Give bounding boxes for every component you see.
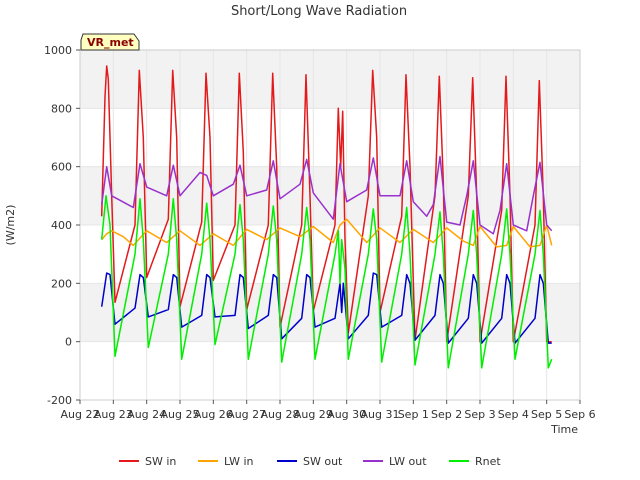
x-tick-label: Aug 25 bbox=[161, 408, 200, 421]
x-tick-label: Sep 3 bbox=[464, 408, 495, 421]
series-line-lw-out bbox=[100, 155, 553, 235]
chart-title: Short/Long Wave Radiation bbox=[231, 4, 407, 19]
x-tick-label: Aug 24 bbox=[127, 408, 166, 421]
legend: SW in LW in SW out LW out Rnet bbox=[119, 455, 501, 468]
y-tick-label: 400 bbox=[51, 219, 72, 232]
x-tick-label: Aug 28 bbox=[261, 408, 300, 421]
y-tick-label: 600 bbox=[51, 161, 72, 174]
x-tick-label: Sep 5 bbox=[531, 408, 562, 421]
y-tick-label: 200 bbox=[51, 277, 72, 290]
legend-label: SW in bbox=[145, 455, 176, 468]
plot-background bbox=[80, 50, 580, 400]
series-line-lw-in bbox=[101, 218, 553, 248]
y-tick-label: 800 bbox=[51, 102, 72, 115]
series-line-rnet bbox=[100, 195, 553, 369]
plot-band bbox=[80, 341, 580, 400]
legend-label: SW out bbox=[303, 455, 343, 468]
y-axis-ticks: -200 0 200 400 600 800 1000 bbox=[44, 44, 80, 407]
y-tick-label: -200 bbox=[47, 394, 72, 407]
x-tick-label: Aug 26 bbox=[194, 408, 233, 421]
plot-band bbox=[80, 283, 580, 342]
x-tick-label: Sep 6 bbox=[564, 408, 595, 421]
x-axis-label: Time bbox=[550, 423, 578, 436]
y-axis-label: (W/m2) bbox=[4, 205, 17, 246]
plot-band bbox=[80, 108, 580, 167]
x-tick-label: Aug 23 bbox=[94, 408, 133, 421]
x-tick-label: Aug 29 bbox=[294, 408, 333, 421]
y-tick-label: 0 bbox=[65, 336, 72, 349]
legend-label: LW out bbox=[389, 455, 427, 468]
x-tick-label: Aug 22 bbox=[61, 408, 100, 421]
badge-label: VR_met bbox=[87, 36, 134, 49]
x-tick-label: Aug 27 bbox=[227, 408, 266, 421]
plot-band bbox=[80, 50, 580, 109]
legend-label: Rnet bbox=[475, 455, 501, 468]
legend-label: LW in bbox=[224, 455, 254, 468]
x-tick-label: Sep 1 bbox=[398, 408, 429, 421]
station-badge: VR_met bbox=[80, 33, 140, 51]
series-lines bbox=[100, 65, 553, 369]
x-tick-label: Aug 31 bbox=[361, 408, 400, 421]
x-tick-label: Sep 4 bbox=[498, 408, 529, 421]
y-tick-label: 1000 bbox=[44, 44, 72, 57]
x-tick-label: Aug 30 bbox=[327, 408, 366, 421]
x-tick-label: Sep 2 bbox=[431, 408, 462, 421]
